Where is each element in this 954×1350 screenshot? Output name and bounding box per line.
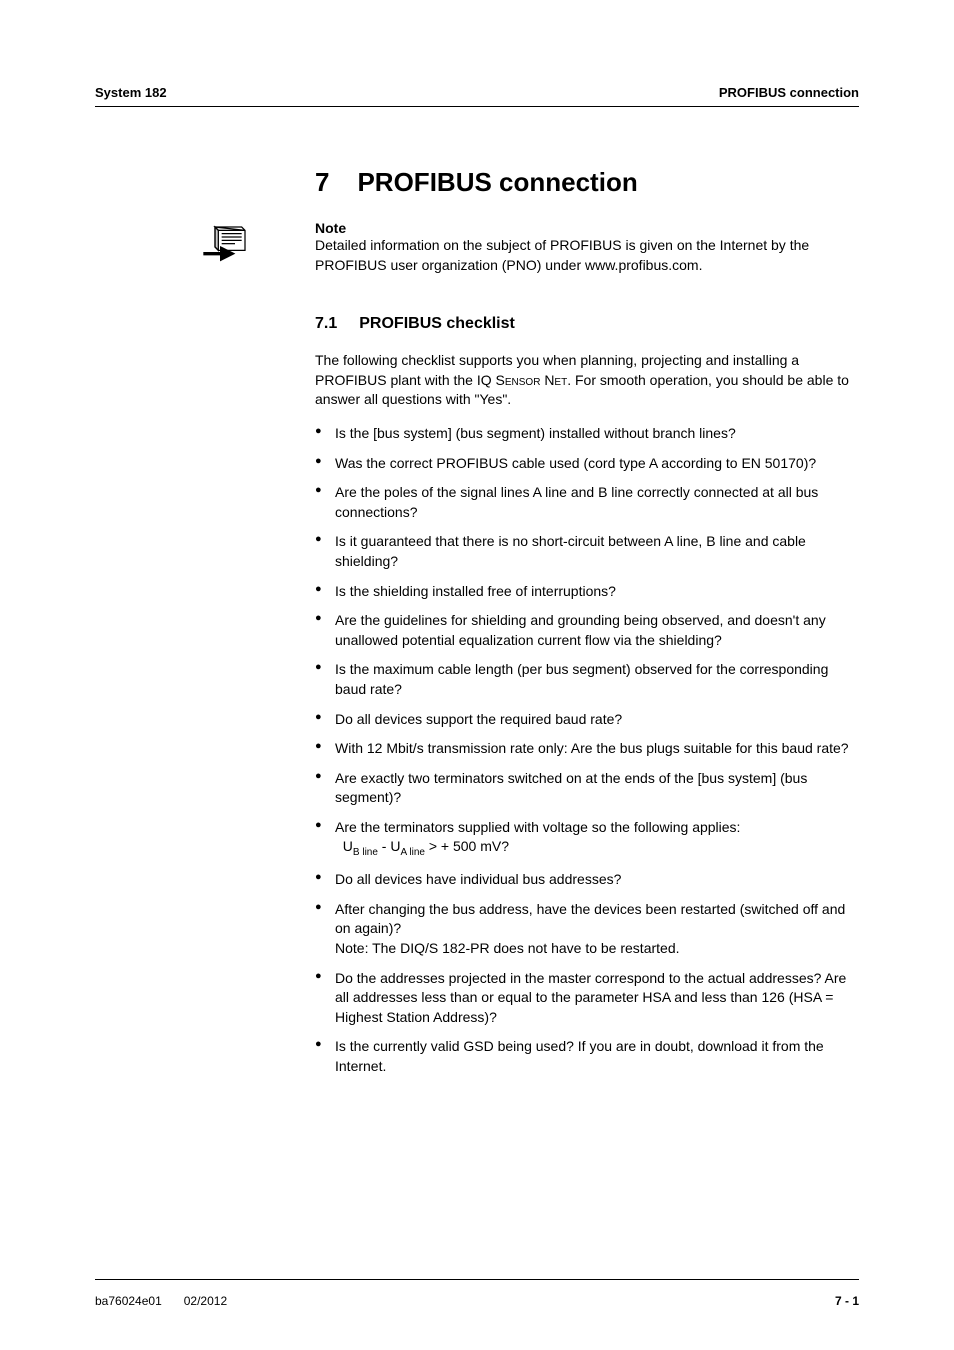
note-label: Note [315,220,859,236]
item-text: After changing the bus address, have the… [335,901,845,937]
list-item: Are the terminators supplied with voltag… [315,818,859,860]
header-right: PROFIBUS connection [719,85,859,100]
intro-net: Net [544,372,567,388]
chapter-title-text: PROFIBUS connection [357,167,637,197]
item-note: Note: The DIQ/S 182-PR does not have to … [335,940,680,956]
formula-sub2: A line [400,847,424,858]
chapter-number: 7 [315,167,329,198]
list-item: After changing the bus address, have the… [315,900,859,959]
section-title: 7.1 PROFIBUS checklist [315,315,859,333]
note-block: Note Detailed information on the subject… [315,220,859,275]
intro-sensor: Sensor [496,372,541,388]
list-item: Are the poles of the signal lines A line… [315,483,859,522]
formula-u1: U [343,838,353,854]
checklist: Is the [bus system] (bus segment) instal… [315,424,859,1077]
list-item: With 12 Mbit/s transmission rate only: A… [315,739,859,759]
header-left: System 182 [95,85,167,100]
list-item: Is the [bus system] (bus segment) instal… [315,424,859,444]
list-item: Do all devices support the required baud… [315,710,859,730]
formula-sub1: B line [353,847,378,858]
list-item: Is it guaranteed that there is no short-… [315,532,859,571]
section-title-text: PROFIBUS checklist [359,315,515,332]
footer-page: 7 - 1 [835,1294,859,1308]
footer-date: 02/2012 [184,1294,227,1308]
list-item: Do all devices have individual bus addre… [315,870,859,890]
footer-doc: ba76024e01 [95,1294,162,1308]
list-item: Is the currently valid GSD being used? I… [315,1037,859,1076]
chapter-title: 7 PROFIBUS connection [315,167,859,198]
page-header: System 182 PROFIBUS connection [95,85,859,107]
note-text: Detailed information on the subject of P… [315,236,859,275]
page-footer: ba76024e01 02/2012 7 - 1 [95,1279,859,1308]
list-item: Are the guidelines for shielding and gro… [315,611,859,650]
list-item: Do the addresses projected in the master… [315,969,859,1028]
list-item: Is the maximum cable length (per bus seg… [315,660,859,699]
formula-mid: - U [378,838,401,854]
section-number: 7.1 [315,315,337,333]
list-item: Is the shielding installed free of inter… [315,582,859,602]
formula-end: > + 500 mV? [425,838,509,854]
list-item: Are exactly two terminators switched on … [315,769,859,808]
list-item: Was the correct PROFIBUS cable used (cor… [315,454,859,474]
note-icon [200,222,250,272]
intro-paragraph: The following checklist supports you whe… [315,351,859,410]
footer-left: ba76024e01 02/2012 [95,1294,249,1308]
item-prefix: Are the terminators supplied with voltag… [335,819,740,835]
